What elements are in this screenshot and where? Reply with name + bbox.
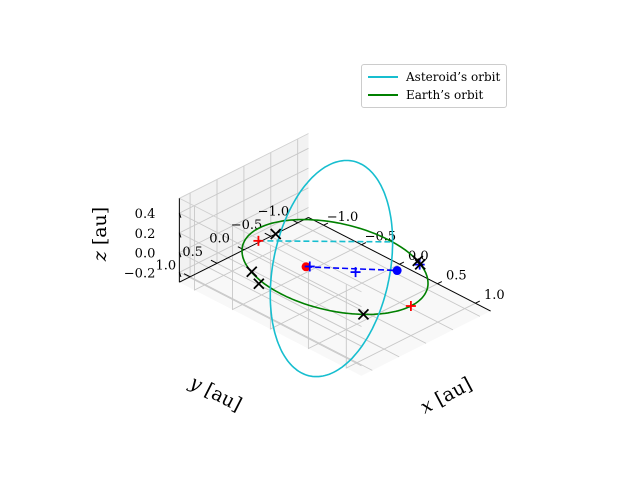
legend-label-asteroid-orbit: Asteroid’s orbit bbox=[406, 70, 501, 84]
red-plus-marker bbox=[405, 301, 416, 311]
x-tick-mark bbox=[399, 261, 405, 265]
asteroid-apsides-line bbox=[258, 240, 393, 243]
legend-item-earth-orbit: Earth’s orbit bbox=[368, 86, 483, 104]
black-x-marker bbox=[270, 228, 282, 240]
y-tick-mark bbox=[264, 232, 272, 237]
black-x-marker-b bbox=[357, 308, 370, 321]
black-x-marker bbox=[253, 278, 265, 290]
x-axis-line bbox=[308, 216, 491, 312]
y-tick-label: 0.5 bbox=[182, 245, 203, 260]
blue-plus-marker bbox=[350, 267, 361, 278]
gridline-x bbox=[345, 284, 476, 369]
y-axis-label: y [au] bbox=[185, 371, 245, 416]
earth-asteroid-line bbox=[306, 266, 398, 272]
z-tick-label: 0.4 bbox=[135, 207, 156, 222]
x-tick-mark bbox=[475, 300, 480, 304]
y-axis-label-unit: [au] bbox=[196, 376, 246, 416]
black-x-marker-b bbox=[246, 266, 258, 278]
x-axis-label-unit: [au] bbox=[426, 373, 476, 413]
gridline-x bbox=[269, 245, 400, 330]
y-tick-label: −1.0 bbox=[258, 204, 290, 219]
z-tick-label: −0.2 bbox=[124, 266, 156, 281]
x-tick-mark bbox=[323, 222, 329, 226]
asteroid-orbit-line bbox=[269, 159, 394, 378]
gridline-x bbox=[194, 206, 324, 291]
legend-item-asteroid-orbit: Asteroid’s orbit bbox=[368, 68, 500, 86]
black-x-marker-b bbox=[414, 258, 426, 270]
z-axis-label: z [au] bbox=[89, 207, 111, 262]
z-tick-mark bbox=[178, 272, 182, 278]
blue-dot-marker bbox=[392, 266, 402, 276]
z-axis-label-variable: z bbox=[89, 250, 111, 262]
y-tick-mark bbox=[210, 259, 218, 264]
z-axis-label-unit: [au] bbox=[89, 207, 111, 251]
blue-plus-marker bbox=[304, 261, 315, 272]
z-tick-mark bbox=[178, 232, 182, 238]
y-tick-mark bbox=[237, 246, 245, 251]
gridline-x bbox=[307, 264, 438, 350]
red-plus-marker bbox=[253, 235, 264, 246]
z-tick-mark bbox=[178, 252, 182, 258]
z-tick-label: 0.0 bbox=[135, 247, 156, 262]
black-x-marker-b bbox=[270, 228, 282, 240]
black-x-marker bbox=[246, 266, 258, 278]
x-tick-label: 1.0 bbox=[484, 288, 505, 303]
black-x-marker bbox=[414, 258, 426, 270]
legend-label-earth-orbit: Earth’s orbit bbox=[406, 88, 484, 102]
y-tick-label: −0.5 bbox=[231, 218, 263, 233]
gridline-x bbox=[232, 225, 362, 311]
z-tick-label: 0.2 bbox=[135, 227, 156, 242]
y-tick-label: 1.0 bbox=[155, 258, 176, 273]
y-tick-mark bbox=[183, 273, 191, 278]
x-tick-mark bbox=[437, 281, 443, 285]
legend-swatch-earth-orbit bbox=[368, 94, 398, 96]
black-x-marker-b bbox=[253, 278, 265, 290]
x-tick-label: 0.5 bbox=[446, 268, 467, 283]
legend: Asteroid’s orbit Earth’s orbit bbox=[361, 64, 507, 108]
x-tick-label: −1.0 bbox=[327, 210, 359, 225]
pane-edge-top bbox=[178, 133, 362, 293]
legend-swatch-asteroid-orbit bbox=[368, 76, 398, 78]
y-axis-line bbox=[179, 216, 309, 283]
x-tick-mark bbox=[361, 242, 367, 246]
black-x-marker bbox=[357, 308, 370, 321]
x-axis-label: x [au] bbox=[417, 373, 476, 418]
y-tick-label: 0.0 bbox=[209, 231, 230, 246]
z-tick-mark bbox=[178, 212, 182, 218]
